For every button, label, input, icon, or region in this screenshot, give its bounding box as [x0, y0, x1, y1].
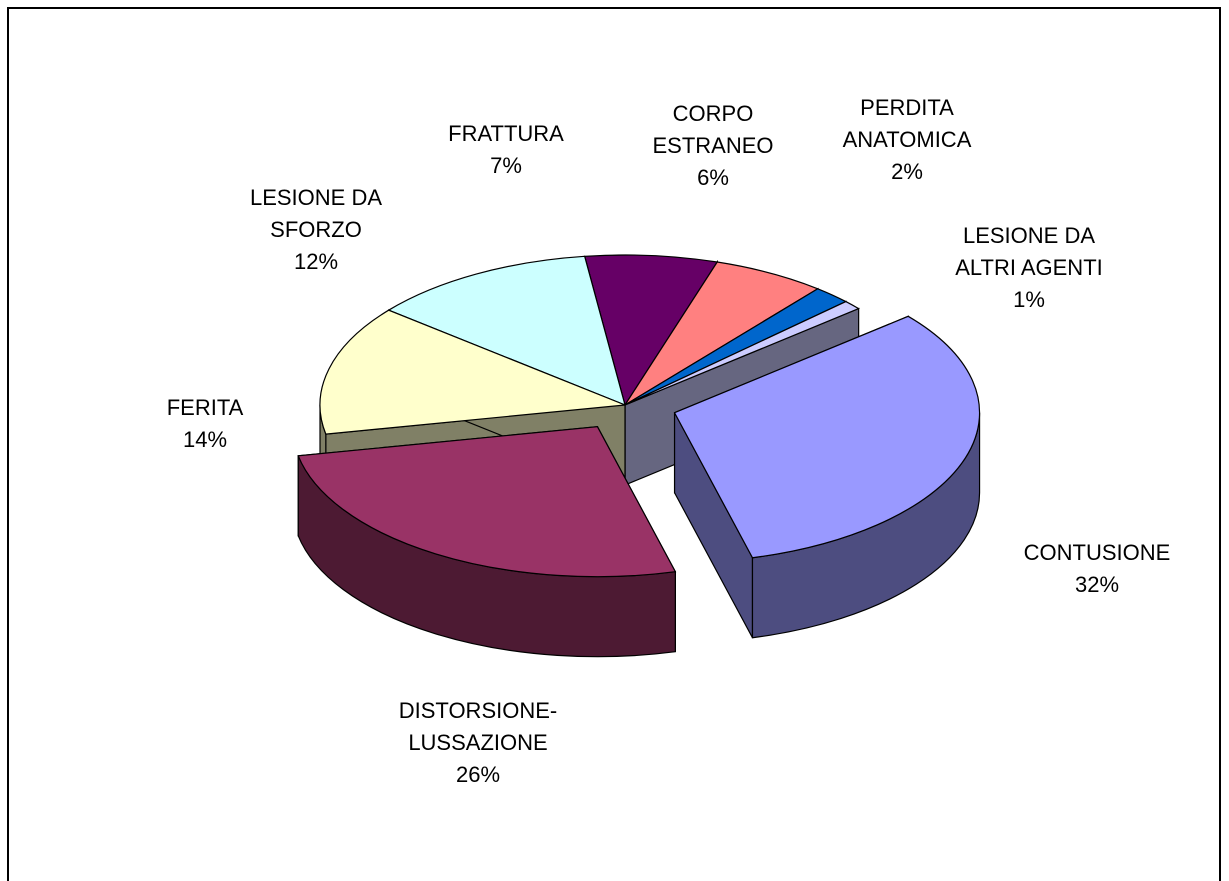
slice-top: [583, 254, 719, 407]
slice-label: CORPO ESTRANEO 6%: [628, 98, 798, 194]
slice-category: LESIONE DA SFORZO: [249, 185, 383, 242]
slice-top: [624, 300, 860, 406]
slice-category: FERITA: [166, 395, 244, 420]
slice-value-label: 26%: [455, 762, 501, 787]
slice-value-label: 7%: [490, 153, 522, 178]
slice-label: PERDITA ANATOMICA 2%: [822, 92, 992, 188]
slice-label: LESIONE DA ALTRI AGENTI 1%: [944, 220, 1114, 316]
slice-category: PERDITA ANATOMICA: [842, 95, 972, 152]
slice-label: DISTORSIONE-LUSSAZIONE 26%: [393, 695, 563, 791]
slice-label: LESIONE DA SFORZO 12%: [231, 182, 401, 278]
slice-value-label: 6%: [697, 165, 729, 190]
slice-label: FRATTURA 7%: [421, 118, 591, 182]
slice-category: CONTUSIONE: [1023, 540, 1171, 565]
slice-top: [319, 309, 626, 435]
slice-value-label: 2%: [891, 159, 923, 184]
slice-category: FRATTURA: [448, 121, 564, 146]
slice-value-label: 32%: [1074, 572, 1120, 597]
slice-category: DISTORSIONE-LUSSAZIONE: [398, 698, 558, 755]
slice-top: [673, 315, 981, 559]
slice-category: LESIONE DA ALTRI AGENTI: [955, 223, 1103, 280]
slice-label: CONTUSIONE 32%: [1012, 537, 1182, 601]
slice-value-label: 12%: [293, 249, 339, 274]
slice-value-label: 14%: [182, 427, 228, 452]
slice-category: CORPO ESTRANEO: [652, 101, 774, 158]
slice-value-label: 1%: [1013, 287, 1045, 312]
slice-top: [387, 255, 626, 407]
slice-top: [297, 426, 677, 578]
slice-label: FERITA 14%: [120, 392, 290, 456]
slice: [673, 315, 981, 639]
slice: [297, 426, 677, 658]
